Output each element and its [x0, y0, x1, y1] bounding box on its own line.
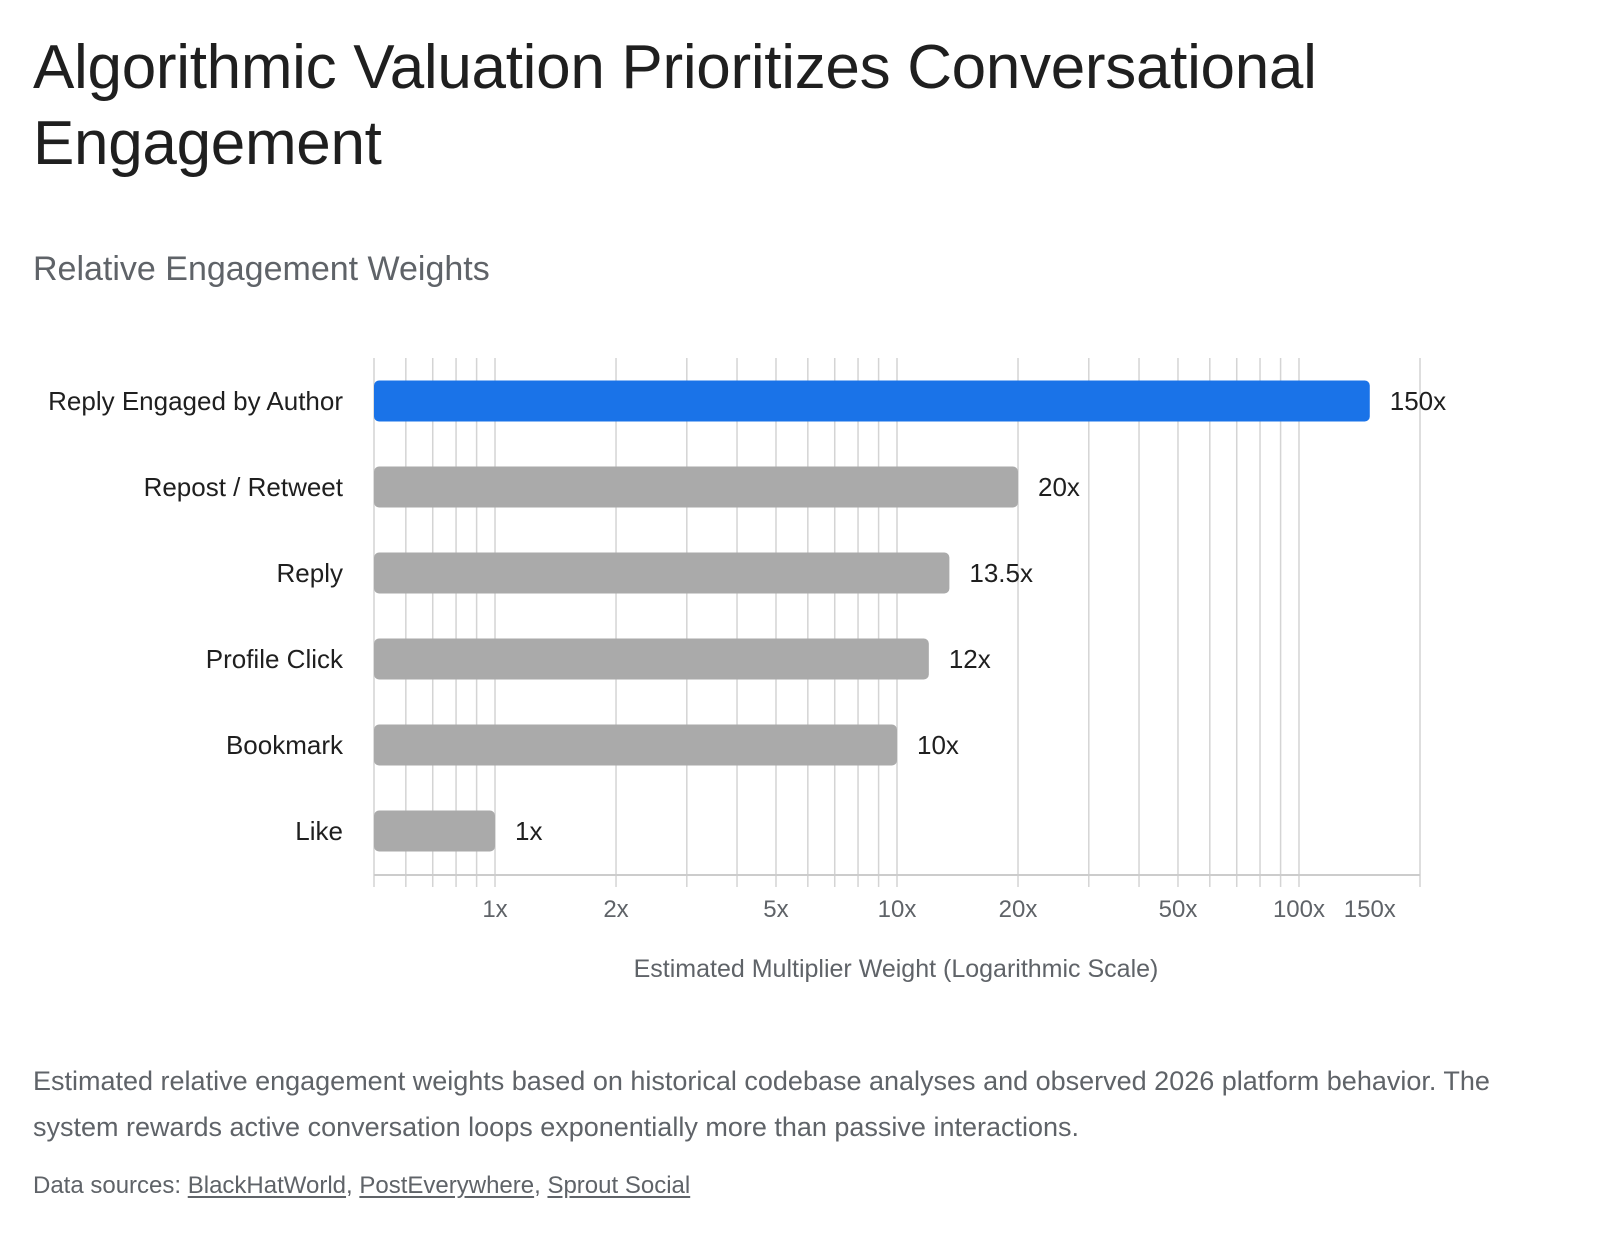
chart-caption: Estimated relative engagement weights ba…	[33, 1066, 1490, 1142]
bar	[374, 638, 929, 680]
x-tick-label: 1x	[482, 896, 507, 923]
value-label: 150x	[1390, 386, 1446, 416]
x-tick-label: 100x	[1273, 896, 1325, 923]
x-axis-title: Estimated Multiplier Weight (Logarithmic…	[634, 955, 1159, 983]
bar-chart: Reply Engaged by Author Repost / Retweet R…	[48, 358, 1446, 983]
category-label: Profile Click	[206, 644, 344, 674]
x-tick-label: 50x	[1159, 896, 1198, 923]
category-label: Reply Engaged by Author	[48, 386, 343, 416]
category-label: Bookmark	[226, 730, 344, 760]
category-label: Reply	[277, 558, 343, 588]
value-label: 1x	[515, 816, 542, 846]
value-label: 10x	[917, 730, 959, 760]
bar	[374, 810, 496, 852]
value-label: 20x	[1038, 472, 1080, 502]
bars	[374, 380, 1370, 852]
grid-lines	[373, 358, 1421, 887]
source-link-blackhatworld[interactable]: BlackHatWorld	[187, 1172, 347, 1199]
chart-subtitle: Relative Engagement Weights	[33, 250, 490, 288]
bar	[374, 380, 1370, 422]
category-labels: Reply Engaged by Author Repost / Retweet R…	[48, 386, 344, 846]
source-separator: ,	[534, 1172, 548, 1199]
x-tick-label: 10x	[878, 896, 917, 923]
bar	[374, 724, 897, 766]
value-label: 13.5x	[969, 558, 1033, 588]
data-sources: Data sources: BlackHatWorld, PostEverywh…	[33, 1170, 690, 1202]
x-tick-label: 20x	[999, 896, 1038, 923]
value-labels: 150x 20x 13.5x 12x 10x 1x	[515, 386, 1446, 846]
value-label: 12x	[949, 644, 991, 674]
x-axis-ticks: 1x 2x 5x 10x 20x 50x 100x 150x	[482, 896, 1395, 923]
x-tick-label: 5x	[763, 896, 788, 923]
sources-prefix: Data sources:	[33, 1172, 188, 1199]
bar	[374, 552, 950, 594]
x-tick-label: 2x	[603, 896, 628, 923]
category-label: Repost / Retweet	[144, 472, 344, 502]
source-separator: ,	[346, 1172, 360, 1199]
source-link-sprout-social[interactable]: Sprout Social	[547, 1172, 691, 1199]
source-link-posteverywhere[interactable]: PostEverywhere	[359, 1172, 535, 1199]
category-label: Like	[295, 816, 343, 846]
x-tick-label: 150x	[1344, 896, 1396, 923]
page-title: Algorithmic Valuation Prioritizes Conver…	[33, 33, 1317, 178]
bar	[374, 466, 1019, 508]
